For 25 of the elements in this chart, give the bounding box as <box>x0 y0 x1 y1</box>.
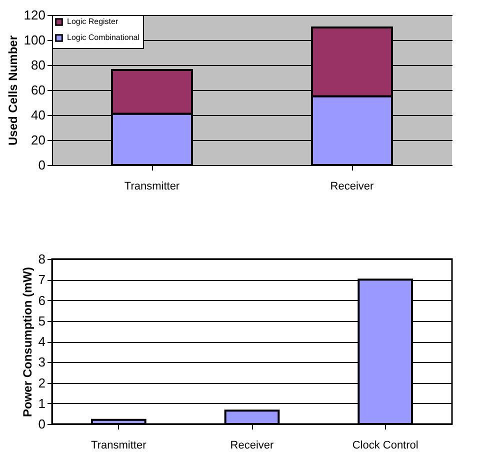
y-tick-label: 2 <box>38 375 46 390</box>
y-tick-label: 40 <box>31 108 46 122</box>
y-tick-label: 1 <box>38 396 46 411</box>
x-tick-label: Receiver <box>330 180 374 192</box>
x-tick-label: Receiver <box>230 440 274 452</box>
y-tick-label: 8 <box>38 252 46 266</box>
y-tick-label: 120 <box>24 8 46 22</box>
y-tick-label: 5 <box>38 313 46 328</box>
y-tick-label: 3 <box>38 354 46 370</box>
y-tick-label: 0 <box>38 416 46 432</box>
y-axis-title: Power Consumption (mW) <box>20 267 34 417</box>
y-tick-label: 6 <box>38 292 46 308</box>
y-tick-label: 20 <box>31 132 46 148</box>
legend-label: Logic Combinational <box>67 33 140 42</box>
y-tick-label: 0 <box>38 158 46 172</box>
y-tick-label: 100 <box>24 32 46 48</box>
y-tick-label: 7 <box>38 272 46 288</box>
x-tick-label: Transmitter <box>124 180 180 192</box>
x-tick-label: Clock Control <box>352 440 418 452</box>
y-tick-label: 4 <box>38 334 46 349</box>
y-axis-title: Used Cells Number <box>6 35 20 146</box>
x-tick-label: Transmitter <box>91 440 147 452</box>
y-tick-label: 80 <box>31 58 46 72</box>
y-tick-label: 60 <box>31 82 46 98</box>
legend-label: Logic Register <box>67 17 118 26</box>
